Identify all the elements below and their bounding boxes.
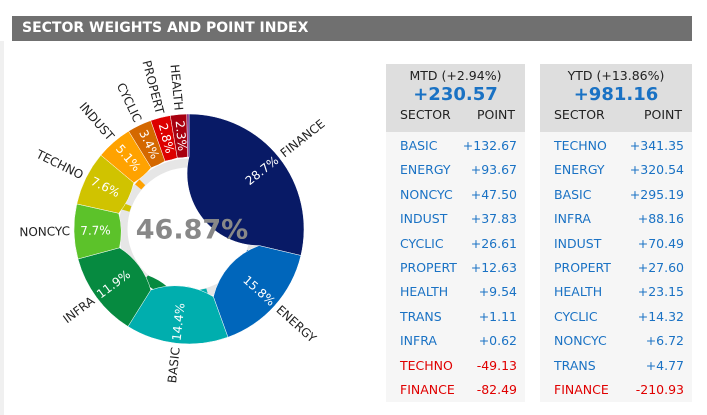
sector-name: TECHNO [400,357,453,373]
ytd-table-row: BASIC +295.19 [540,183,692,207]
donut-slice [186,113,305,256]
sector-point: +12.63 [470,259,517,275]
sector-name: NONCYC [400,186,453,202]
sector-point: +0.62 [478,333,517,349]
ytd-table-row: FINANCE -210.93 [540,378,692,402]
ytd-table-row: TRANS +4.77 [540,354,692,378]
mtd-table-row: CYCLIC +26.61 [386,232,525,256]
ytd-table-row: INDUST +70.49 [540,232,692,256]
sector-point: +14.32 [637,308,684,324]
sector-name: BASIC [554,186,592,202]
sector-name: FINANCE [554,381,609,397]
sector-point: +23.15 [637,284,684,300]
sector-point: +4.77 [645,357,684,373]
sector-point: +70.49 [637,235,684,251]
left-divider [0,41,4,415]
sector-name: CYCLIC [554,308,598,324]
mtd-table-row: INFRA +0.62 [386,329,525,353]
mtd-col-point: POINT [476,107,515,122]
sector-name: ENERGY [554,162,605,178]
mtd-col-sector: SECTOR [400,107,451,122]
donut-slice [186,113,190,158]
sector-name: HEALTH [400,284,449,300]
ytd-table-row: NONCYC +6.72 [540,329,692,353]
slice-category-label: BASIC [165,347,183,384]
sector-point: +9.54 [478,284,517,300]
sector-name: NONCYC [554,333,607,349]
sector-name: PROPERT [554,259,611,275]
mtd-title: MTD (+2.94%) [409,68,502,83]
sector-weights-donut: 28.7%FINANCE15.8%ENERGY14.4%BASIC11.9%IN… [19,59,328,384]
slice-category-label: FINANCE [278,117,328,161]
sector-point: +27.60 [637,259,684,275]
sector-name: TECHNO [554,138,607,153]
sector-point: +88.16 [637,211,684,227]
ytd-panel: YTD (+13.86%) +981.16 SECTOR POINT TECHNO… [540,64,692,403]
mtd-table-row: PROPERT +12.63 [386,256,525,280]
section-title: SECTOR WEIGHTS AND POINT INDEX [12,16,692,41]
slice-category-label: PROPERT [140,59,167,116]
center-percentage: 46.87% [136,215,248,246]
ytd-table-row: ENERGY +320.54 [540,158,692,182]
sector-point: +26.61 [470,235,517,251]
mtd-table-row: FINANCE -82.49 [386,378,525,402]
mtd-table-row: ENERGY +93.67 [386,158,525,182]
mtd-table-row: BASIC +132.67 [386,134,525,158]
mtd-panel: MTD (+2.94%) +230.57 SECTOR POINT BASIC +1… [386,64,525,403]
slice-category-label: INDUST [76,100,117,144]
sector-point: +341.35 [629,138,684,153]
inner-arc [135,179,146,190]
ytd-total: +981.16 [573,84,659,105]
sector-name: INDUST [554,235,602,251]
ytd-table-row: PROPERT +27.60 [540,256,692,280]
slice-value-label: 14.4% [170,302,188,341]
sector-point: +1.11 [478,308,517,324]
ytd-title: YTD (+13.86%) [567,68,665,83]
sector-name: PROPERT [400,259,457,275]
sector-name: HEALTH [554,284,603,300]
ytd-table-row: HEALTH +23.15 [540,280,692,304]
sector-name: FINANCE [400,381,455,397]
sector-point: +320.54 [629,162,684,178]
sector-point: +47.50 [470,186,517,202]
slice-category-label: CYCLIC [114,81,145,125]
sector-name: ENERGY [400,162,451,178]
sector-point: +37.83 [470,211,517,227]
ytd-table-row: CYCLIC +14.32 [540,305,692,329]
ytd-table-row: INFRA +88.16 [540,207,692,231]
sector-point: +295.19 [629,186,684,202]
mtd-table-row: TECHNO -49.13 [386,354,525,378]
slice-category-label: TECHNO [33,147,86,182]
mtd-table-row: INDUST +37.83 [386,207,525,231]
slice-value-label: 2.3% [173,120,190,152]
mtd-table-row: NONCYC +47.50 [386,183,525,207]
sector-name: INFRA [400,333,437,349]
mtd-table-row: TRANS +1.11 [386,305,525,329]
slice-category-label: HEALTH [167,64,185,111]
slice-category-label: NONCYC [19,224,70,239]
ytd-col-sector: SECTOR [554,107,605,122]
slice-value-label: 7.7% [80,223,111,238]
mtd-table-row: HEALTH +9.54 [386,280,525,304]
slice-category-label: ENERGY [273,303,319,346]
sector-name: INFRA [554,211,591,227]
sector-point: +6.72 [645,333,684,349]
sector-point: +93.67 [470,162,517,178]
slice-category-label: INFRA [60,293,97,326]
ytd-col-point: POINT [643,107,682,122]
sector-name: INDUST [400,211,448,227]
sector-point: +132.67 [462,138,517,153]
sector-point: -82.49 [476,381,517,397]
ytd-table-row: TECHNO +341.35 [540,134,692,158]
sector-name: TRANS [400,308,442,324]
sector-name: BASIC [400,138,438,153]
sector-point: -210.93 [635,381,684,397]
sector-name: CYCLIC [400,235,444,251]
mtd-total: +230.57 [413,84,498,105]
sector-name: TRANS [554,357,596,373]
sector-point: -49.13 [476,357,517,373]
